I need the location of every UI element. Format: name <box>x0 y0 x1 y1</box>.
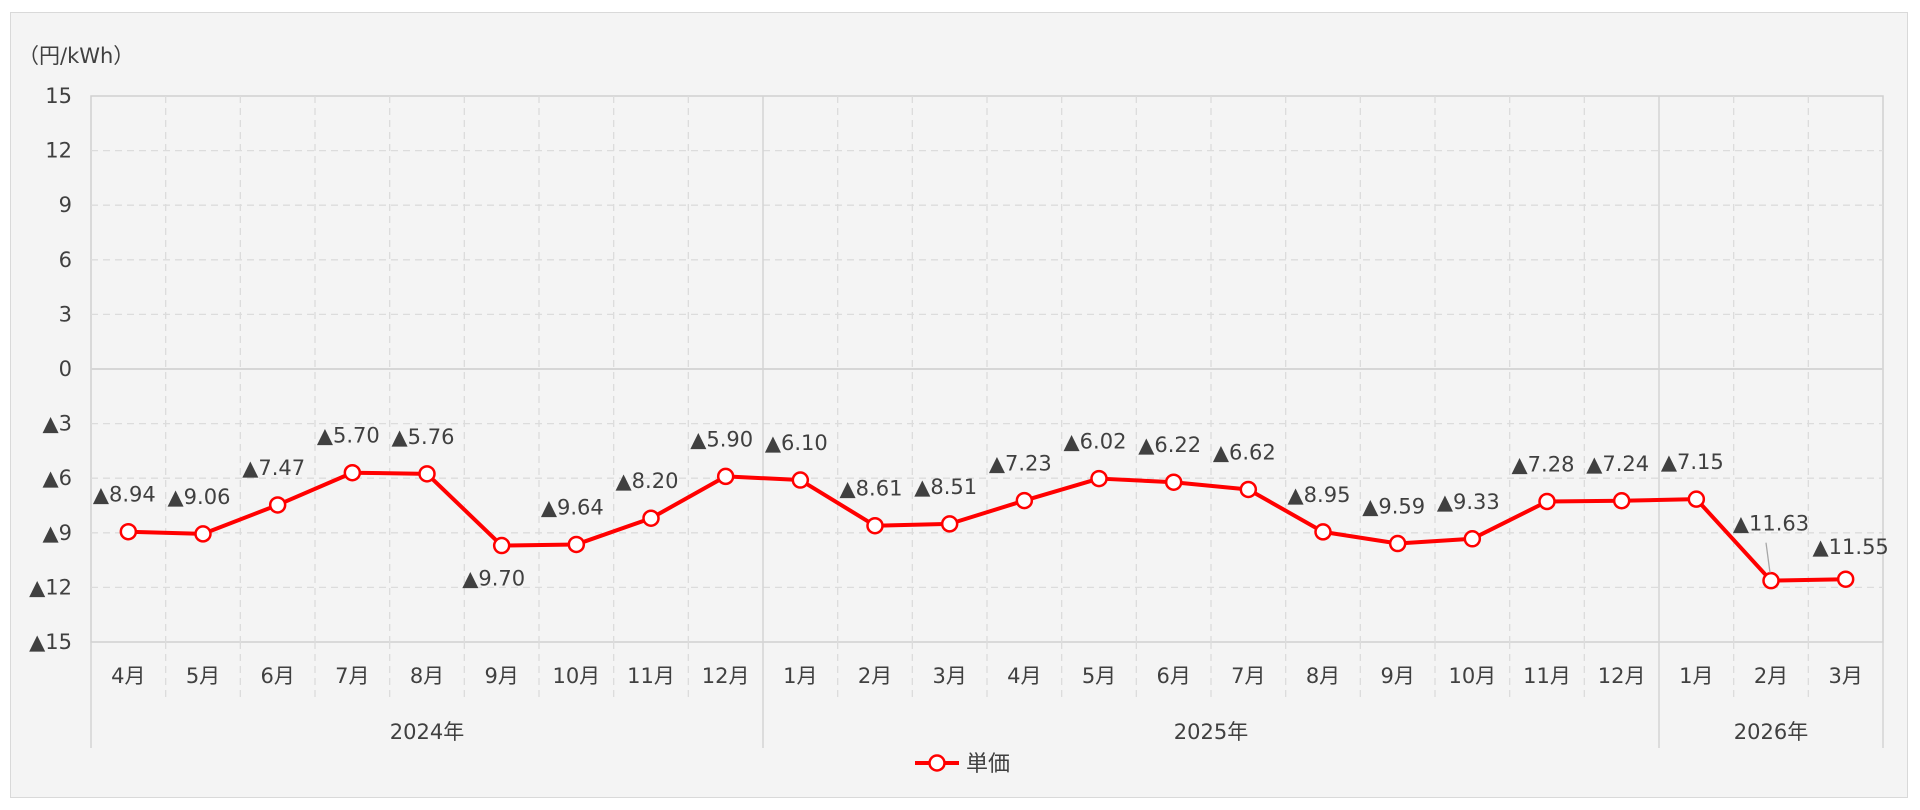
y-tick-label: ▲3 <box>42 412 72 436</box>
x-tick-label: 4月 <box>1007 664 1041 688</box>
data-label-leader-line <box>1765 542 1771 573</box>
data-label: ▲6.22 <box>1138 433 1201 457</box>
y-tick-label: ▲15 <box>29 630 72 654</box>
data-point <box>492 536 511 555</box>
data-point <box>1687 490 1706 508</box>
year-group-label: 2025年 <box>1174 720 1248 744</box>
data-point <box>418 465 436 483</box>
x-tick-label: 11月 <box>1523 664 1571 688</box>
data-label: ▲11.55 <box>1813 535 1889 559</box>
x-tick-label: 1月 <box>1679 664 1713 688</box>
x-tick-label: 4月 <box>111 664 145 688</box>
data-point <box>866 516 884 535</box>
data-label: ▲8.20 <box>616 469 679 493</box>
x-tick-label: 1月 <box>783 664 817 688</box>
x-tick-label: 3月 <box>1828 664 1862 688</box>
data-label: ▲7.47 <box>242 456 305 480</box>
data-point <box>268 496 287 514</box>
data-point <box>642 509 660 527</box>
data-point <box>343 463 362 482</box>
data-point <box>194 525 212 543</box>
legend[interactable]: 単価 <box>915 752 1010 777</box>
data-point <box>119 522 138 541</box>
data-label: ▲7.15 <box>1661 450 1724 474</box>
data-label: ▲9.70 <box>462 567 525 591</box>
x-tick-label: 10月 <box>1448 664 1496 688</box>
data-point <box>1388 534 1407 553</box>
axis-layer: 15 12 9 6 3 0 ▲3 ▲6 ▲9 ▲12 ▲15 （円/kWh） 4月 5月 6月 7月 8月 9月 1… <box>18 44 1863 744</box>
data-label: ▲7.23 <box>989 452 1052 476</box>
data-point <box>716 467 735 486</box>
data-point <box>1090 469 1108 488</box>
data-point <box>1463 530 1482 548</box>
x-tick-label: 5月 <box>1082 664 1116 688</box>
data-point <box>567 535 586 554</box>
x-tick-label: 7月 <box>335 664 369 688</box>
year-group-label: 2026年 <box>1734 720 1808 744</box>
x-tick-label: 8月 <box>1306 664 1340 688</box>
x-tick-label: 12月 <box>702 664 750 688</box>
data-label: ▲8.51 <box>914 475 977 499</box>
data-label: ▲6.10 <box>765 431 828 455</box>
x-tick-label: 3月 <box>932 664 966 688</box>
data-label: ▲11.63 <box>1733 512 1809 536</box>
x-tick-label: 8月 <box>410 664 444 688</box>
data-label: ▲8.95 <box>1288 483 1351 507</box>
y-tick-label: 6 <box>59 248 72 272</box>
year-group-label: 2024年 <box>390 720 464 744</box>
series-layer <box>119 463 1855 590</box>
y-tick-label: ▲9 <box>42 521 72 545</box>
y-unit-label: （円/kWh） <box>18 44 134 68</box>
label-layer: ▲8.94 ▲9.06 ▲7.47 ▲5.70 ▲5.76 ▲9.70 ▲9.64 ▲8.20… <box>93 424 1889 591</box>
x-tick-label: 2月 <box>858 664 892 688</box>
data-label: ▲8.94 <box>93 483 156 507</box>
data-point <box>1836 570 1855 588</box>
data-label: ▲5.76 <box>392 425 455 449</box>
data-label: ▲6.02 <box>1064 430 1127 454</box>
data-point <box>791 471 810 489</box>
x-tick-label: 7月 <box>1231 664 1265 688</box>
x-tick-label: 12月 <box>1598 664 1646 688</box>
data-point <box>1015 491 1034 510</box>
x-tick-label: 9月 <box>1380 664 1414 688</box>
data-point <box>1239 480 1258 499</box>
data-point <box>940 515 959 533</box>
x-tick-label: 6月 <box>1156 664 1190 688</box>
x-tick-label: 6月 <box>260 664 294 688</box>
data-label: ▲9.64 <box>541 495 604 519</box>
y-tick-label: ▲12 <box>29 575 72 599</box>
grid-layer <box>90 95 1884 748</box>
data-label: ▲6.62 <box>1213 440 1276 464</box>
x-tick-label: 9月 <box>484 664 518 688</box>
x-tick-label: 10月 <box>552 664 600 688</box>
y-tick-label: 9 <box>59 193 72 217</box>
y-tick-label: ▲6 <box>42 466 72 490</box>
data-point <box>1612 492 1631 510</box>
y-tick-label: 0 <box>59 357 72 381</box>
y-tick-label: 3 <box>59 302 72 326</box>
data-label: ▲7.28 <box>1512 452 1575 476</box>
data-point <box>1762 571 1780 590</box>
data-label: ▲9.33 <box>1437 490 1500 514</box>
data-label: ▲9.06 <box>168 485 231 509</box>
x-tick-label: 11月 <box>627 664 675 688</box>
data-label: ▲5.90 <box>690 427 753 451</box>
legend-marker <box>928 754 946 772</box>
data-label: ▲8.61 <box>840 477 903 501</box>
data-label: ▲9.59 <box>1362 495 1425 519</box>
data-point <box>1164 473 1183 491</box>
legend-label: 単価 <box>966 752 1010 777</box>
y-tick-label: 12 <box>45 139 72 163</box>
x-tick-label: 2月 <box>1754 664 1788 688</box>
data-label: ▲5.70 <box>317 424 380 448</box>
data-point <box>1314 523 1332 541</box>
data-label: ▲7.24 <box>1586 452 1649 476</box>
data-point <box>1538 492 1556 511</box>
x-tick-label: 5月 <box>186 664 220 688</box>
y-tick-label: 15 <box>45 84 72 108</box>
series-line-unit-price <box>128 470 1846 583</box>
